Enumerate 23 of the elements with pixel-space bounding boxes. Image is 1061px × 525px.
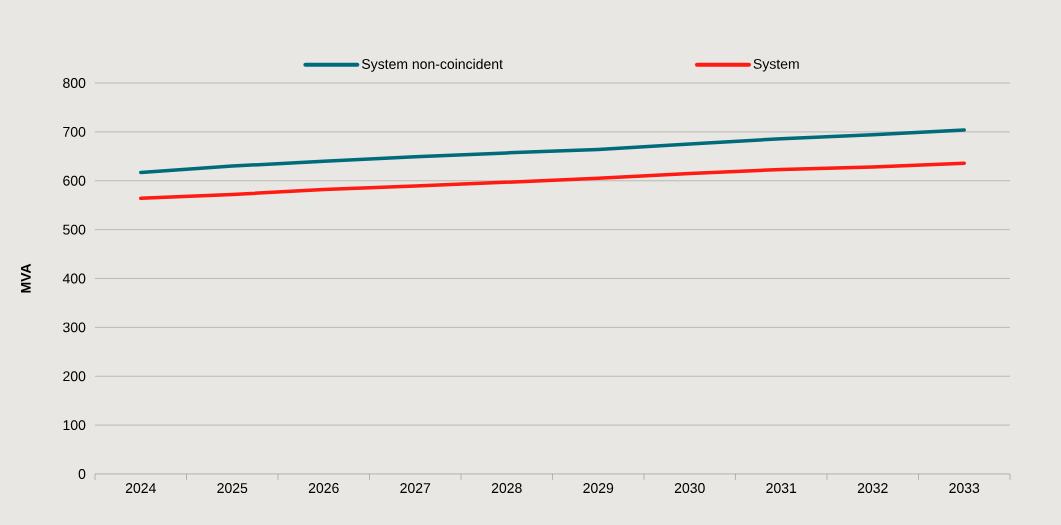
y-tick-label: 600 (63, 175, 86, 186)
y-tick-label: 700 (63, 126, 86, 137)
line-series (139, 128, 966, 175)
y-tick-label: 300 (63, 322, 86, 333)
y-tick-label: 500 (63, 224, 86, 235)
legend-label: System non-coincident (361, 58, 503, 72)
x-tick-label: 2027 (400, 483, 431, 494)
x-tick-label: 2029 (583, 483, 614, 494)
y-axis-title: MVA (21, 263, 31, 293)
y-tick-label: 800 (63, 78, 86, 88)
y-tick-label: 0 (78, 469, 86, 479)
y-tick-label: 100 (63, 420, 86, 431)
y-tick-label: 200 (63, 371, 86, 382)
x-tick-label: 2024 (125, 483, 156, 494)
x-tick-label: 2030 (674, 483, 705, 494)
x-tick-label: 2031 (766, 483, 797, 494)
x-tick-label: 2028 (491, 483, 522, 494)
x-tick-label: 2032 (857, 483, 888, 494)
y-tick-label: 400 (62, 273, 86, 284)
x-tick-label: 2026 (308, 483, 339, 494)
x-tick-label: 2025 (217, 483, 248, 494)
legend-label: System (753, 58, 799, 72)
x-tick-label: 2033 (949, 483, 980, 494)
